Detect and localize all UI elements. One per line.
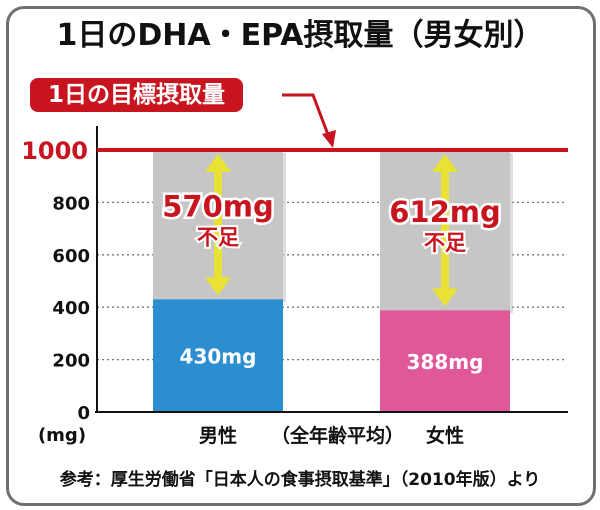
- callout-line: [282, 93, 332, 141]
- intake-bar-1: [380, 310, 510, 412]
- y-tick-600: 600: [52, 246, 90, 267]
- chart-title: 1日のDHA・EPA摂取量（男女別）: [56, 18, 544, 53]
- shortfall-note-1: 不足: [424, 231, 466, 255]
- shortfall-value-1: 612mg: [389, 195, 501, 229]
- intake-value-0: 430mg: [180, 345, 257, 369]
- shortfall-arrow-top-1: [432, 154, 458, 172]
- shortfall-arrow-bottom-0: [205, 277, 231, 296]
- intake-value-1: 388mg: [407, 350, 484, 374]
- y-tick-400: 400: [52, 298, 90, 319]
- x-category-0: 男性: [199, 424, 237, 447]
- intake-bar-0: [153, 299, 283, 412]
- y-unit-label: (mg): [38, 425, 86, 446]
- source-footer: 参考：厚生労働省「日本人の食事摂取基準」（2010年版）より: [59, 470, 541, 490]
- target-badge: 1日の目標摂取量: [30, 78, 244, 112]
- x-category-1: 女性: [426, 424, 464, 447]
- shortfall-note-0: 不足: [197, 226, 239, 250]
- shortfall-value-0: 570mg: [162, 190, 274, 224]
- shortfall-arrow-bottom-1: [432, 288, 458, 307]
- center-note: （全年齢平均）: [271, 424, 404, 447]
- callout-arrowhead: [322, 130, 336, 148]
- y-tick-0: 0: [77, 403, 90, 424]
- y-tick-800: 800: [52, 193, 90, 214]
- y-tick-200: 200: [52, 351, 90, 372]
- shortfall-arrow-top-0: [205, 154, 231, 172]
- y-tick-1000: 1000: [21, 137, 88, 165]
